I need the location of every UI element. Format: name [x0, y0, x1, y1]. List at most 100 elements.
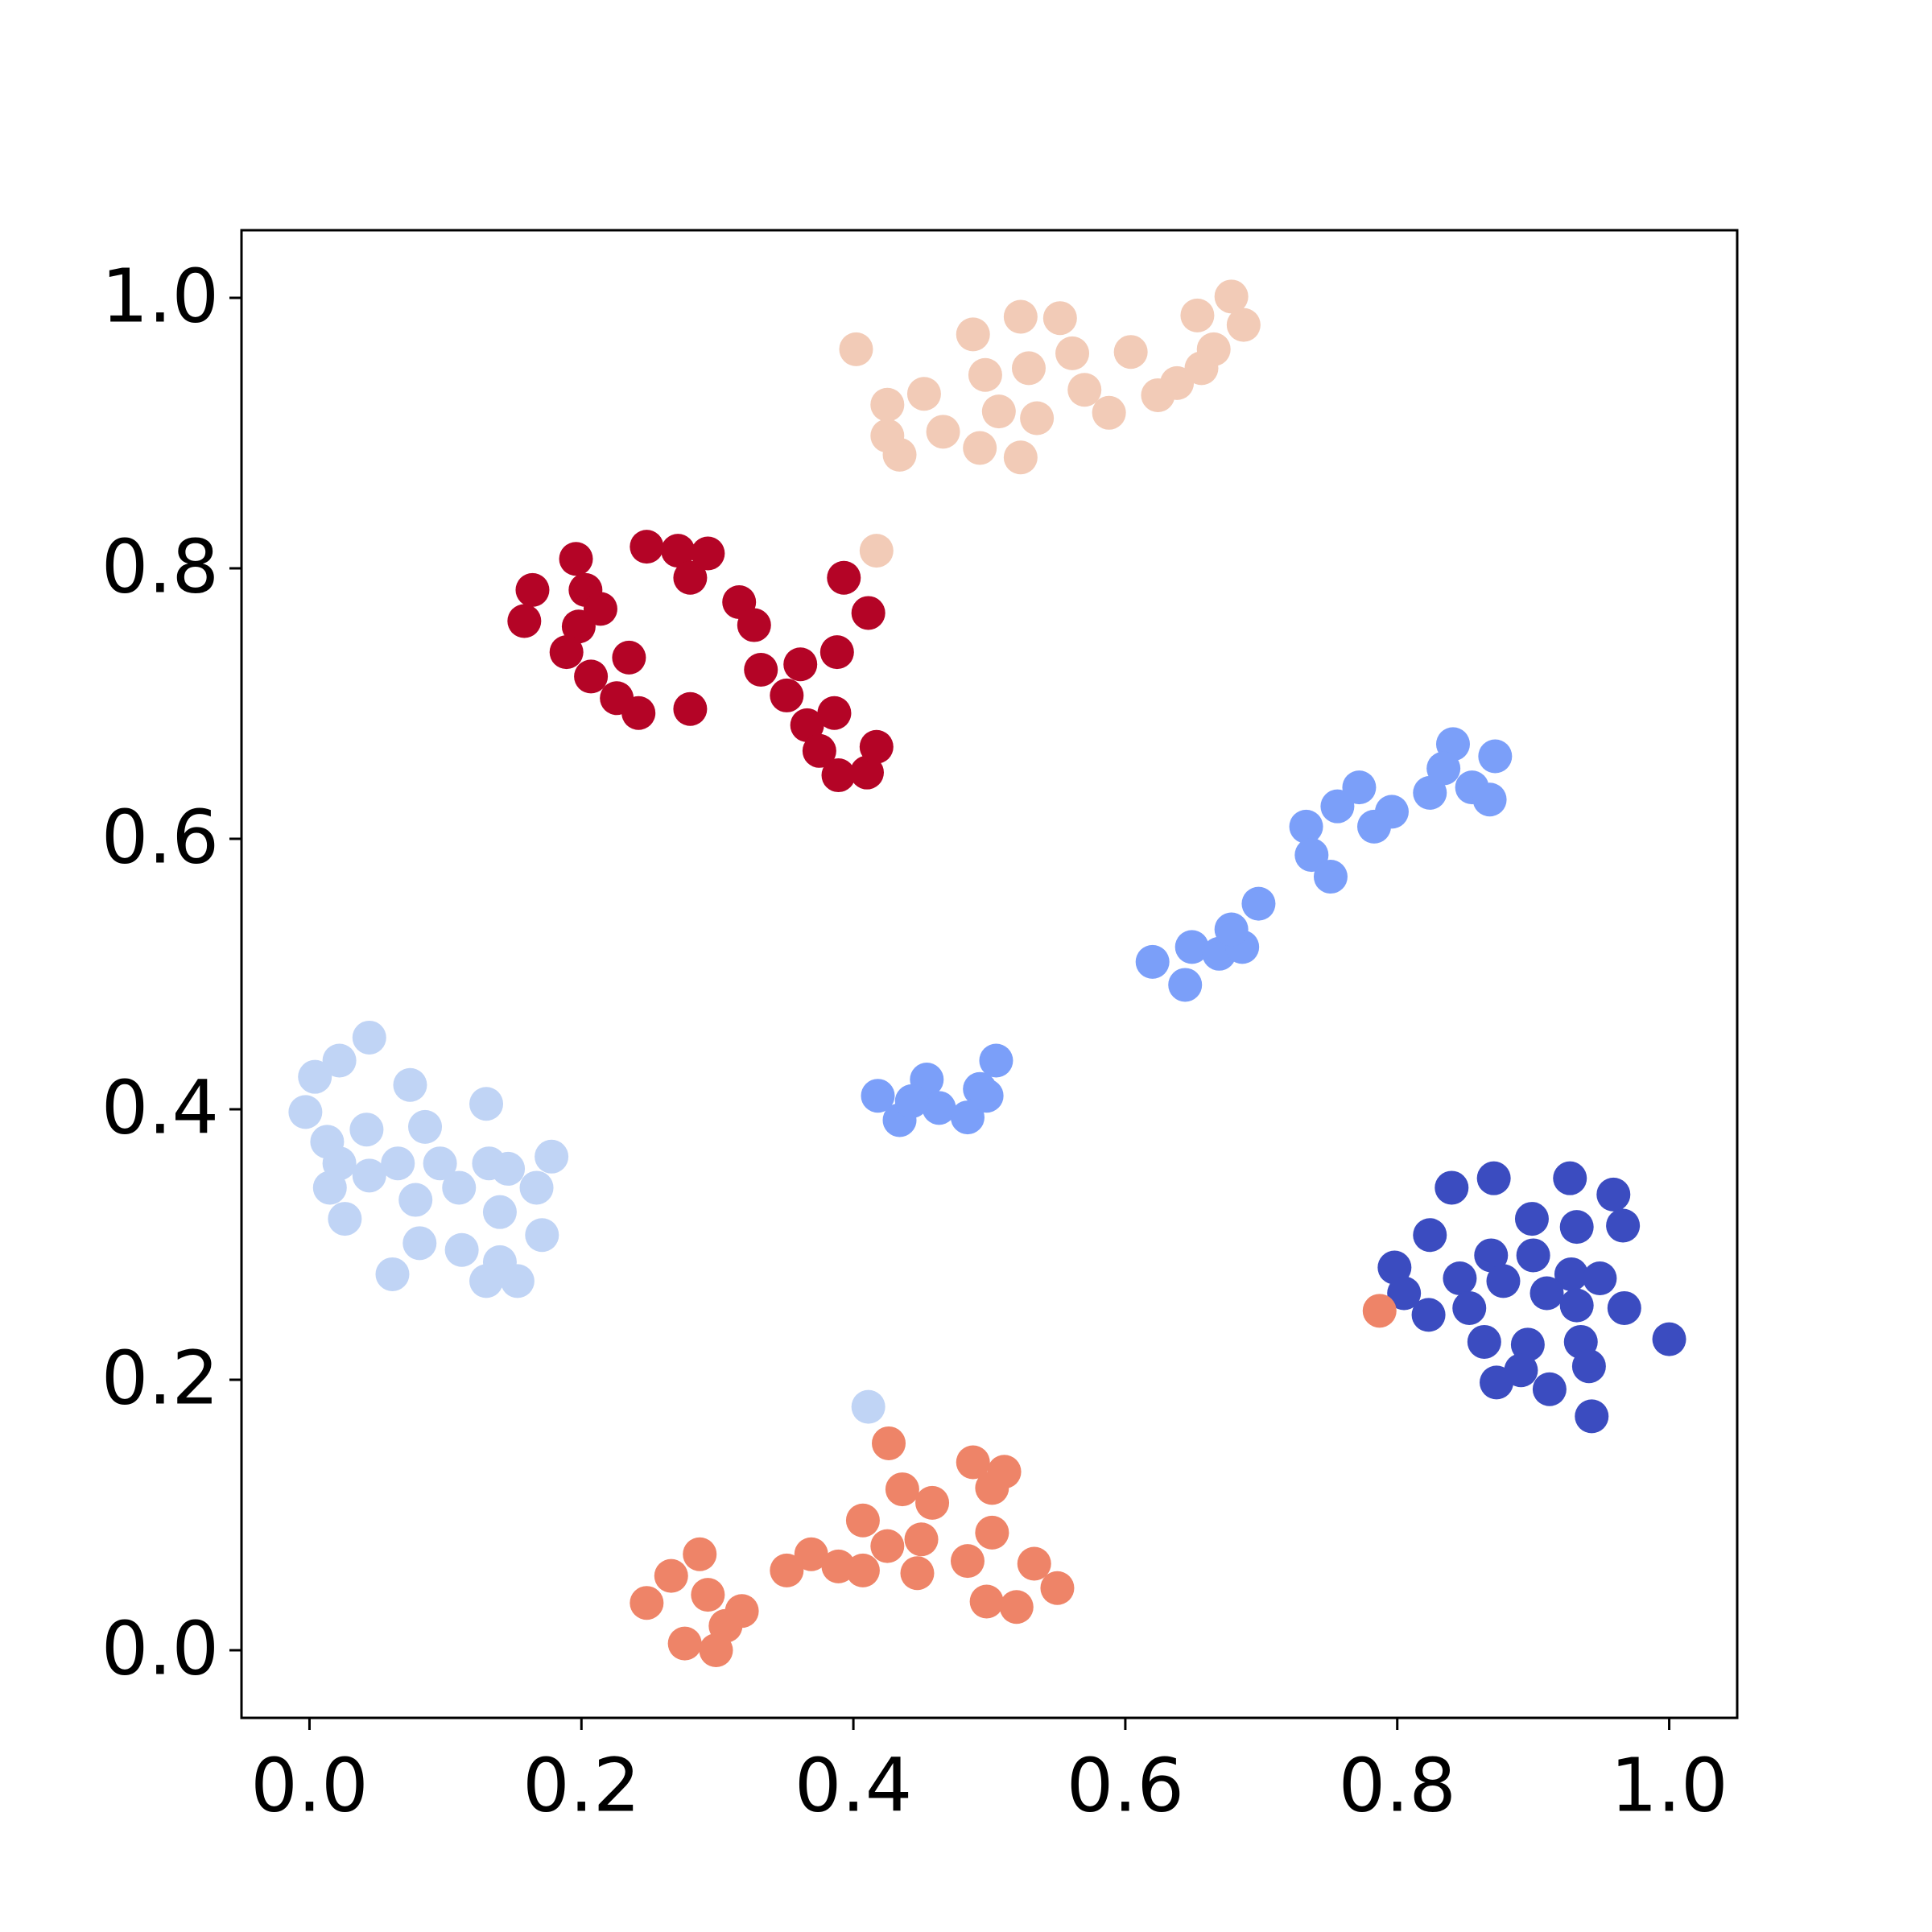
y-tick-label: 0.0	[101, 1605, 219, 1691]
scatter-point	[1040, 1571, 1075, 1605]
scatter-point	[894, 1084, 929, 1118]
scatter-point	[802, 733, 836, 768]
scatter-point	[1583, 1261, 1617, 1295]
scatter-point	[1514, 1202, 1549, 1236]
scatter-point	[1476, 1161, 1511, 1195]
scatter-point	[1042, 301, 1077, 336]
scatter-point	[1092, 395, 1126, 430]
scatter-point	[790, 708, 824, 742]
y-tick-label: 0.6	[101, 794, 219, 880]
scatter-point	[1168, 968, 1203, 1002]
x-tick-label: 0.2	[522, 1742, 640, 1828]
scatter-point	[956, 1445, 990, 1480]
scatter-point	[549, 635, 584, 670]
scatter-point	[1135, 944, 1170, 979]
scatter-point	[1055, 336, 1090, 370]
scatter-point	[950, 1100, 985, 1135]
x-tick-label: 0.0	[250, 1742, 368, 1828]
scatter-point	[408, 1109, 443, 1144]
scatter-point	[819, 635, 854, 670]
plot-frame	[240, 229, 1739, 1719]
scatter-point	[352, 1020, 386, 1055]
scatter-point	[1553, 1161, 1587, 1195]
scatter-point	[375, 1257, 410, 1291]
scatter-point	[737, 608, 771, 642]
scatter-point	[612, 640, 646, 675]
scatter-point	[1387, 1276, 1422, 1311]
scatter-point	[630, 530, 664, 564]
scatter-point	[981, 394, 1016, 429]
scatter-point	[956, 317, 990, 352]
scatter-point	[312, 1170, 347, 1205]
scatter-point	[1374, 795, 1409, 829]
scatter-point	[969, 1079, 1004, 1113]
scatter-point	[915, 1485, 950, 1520]
scatter-point	[667, 1626, 702, 1661]
scatter-point	[817, 696, 852, 730]
scatter-point	[1214, 279, 1249, 314]
scatter-point	[630, 1586, 664, 1620]
scatter-point	[1426, 751, 1461, 786]
scatter-point	[1313, 860, 1348, 894]
scatter-point	[839, 332, 873, 366]
scatter-point	[770, 1553, 804, 1587]
scatter-point	[1320, 789, 1355, 824]
x-tick-label: 0.4	[795, 1742, 912, 1828]
scatter-point	[1377, 1250, 1412, 1285]
scatter-point	[1362, 1294, 1397, 1328]
scatter-point	[574, 659, 609, 694]
scatter-point	[861, 1079, 895, 1113]
scatter-point	[1160, 365, 1195, 400]
scatter-point	[1510, 1327, 1545, 1362]
scatter-point	[1214, 912, 1249, 947]
x-tick-label: 0.8	[1339, 1742, 1456, 1828]
scatter-point	[1532, 1372, 1567, 1406]
scatter-point	[1180, 298, 1215, 332]
scatter-point	[288, 1095, 323, 1129]
scatter-point	[500, 1264, 535, 1298]
scatter-point	[469, 1087, 504, 1121]
scatter-point	[975, 1515, 1009, 1550]
scatter-point	[1342, 770, 1377, 805]
x-tick-label: 1.0	[1610, 1742, 1728, 1828]
scatter-point	[1571, 1349, 1606, 1384]
scatter-point	[1017, 1546, 1051, 1581]
scatter-point	[1530, 1276, 1564, 1311]
scatter-point	[906, 377, 941, 411]
scatter-point	[1652, 1322, 1686, 1356]
scatter-point	[1559, 1288, 1594, 1323]
scatter-point	[683, 1537, 717, 1571]
y-tick-label: 1.0	[101, 253, 219, 339]
scatter-point	[402, 1226, 437, 1261]
scatter-point	[827, 560, 861, 595]
scatter-point	[398, 1183, 433, 1217]
scatter-point	[845, 1503, 880, 1538]
y-tick-label: 0.4	[101, 1064, 219, 1150]
scatter-point	[926, 415, 960, 449]
scatter-point	[673, 560, 708, 595]
scatter-point	[851, 1389, 886, 1424]
scatter-point	[349, 1113, 384, 1147]
scatter-point	[872, 1426, 906, 1460]
plot-marks	[288, 279, 1686, 1667]
scatter-point	[1474, 1238, 1509, 1273]
scatter-point	[1435, 1170, 1469, 1205]
scatter-point	[870, 1529, 905, 1563]
scatter-point	[1174, 930, 1209, 964]
scatter-point	[1411, 1298, 1446, 1332]
scatter-point	[845, 1553, 880, 1587]
scatter-point	[821, 758, 856, 793]
y-tick-label: 0.2	[101, 1335, 219, 1421]
scatter-point	[770, 678, 804, 712]
scatter-point	[708, 1608, 743, 1643]
scatter-point	[482, 1195, 517, 1229]
scatter-point	[444, 1232, 479, 1267]
scatter-point	[621, 696, 656, 730]
scatter-point	[1003, 299, 1038, 334]
scatter-point	[673, 691, 708, 726]
scatter-point	[442, 1170, 477, 1205]
scatter-point	[1554, 1257, 1588, 1291]
scatter-point	[559, 542, 593, 576]
